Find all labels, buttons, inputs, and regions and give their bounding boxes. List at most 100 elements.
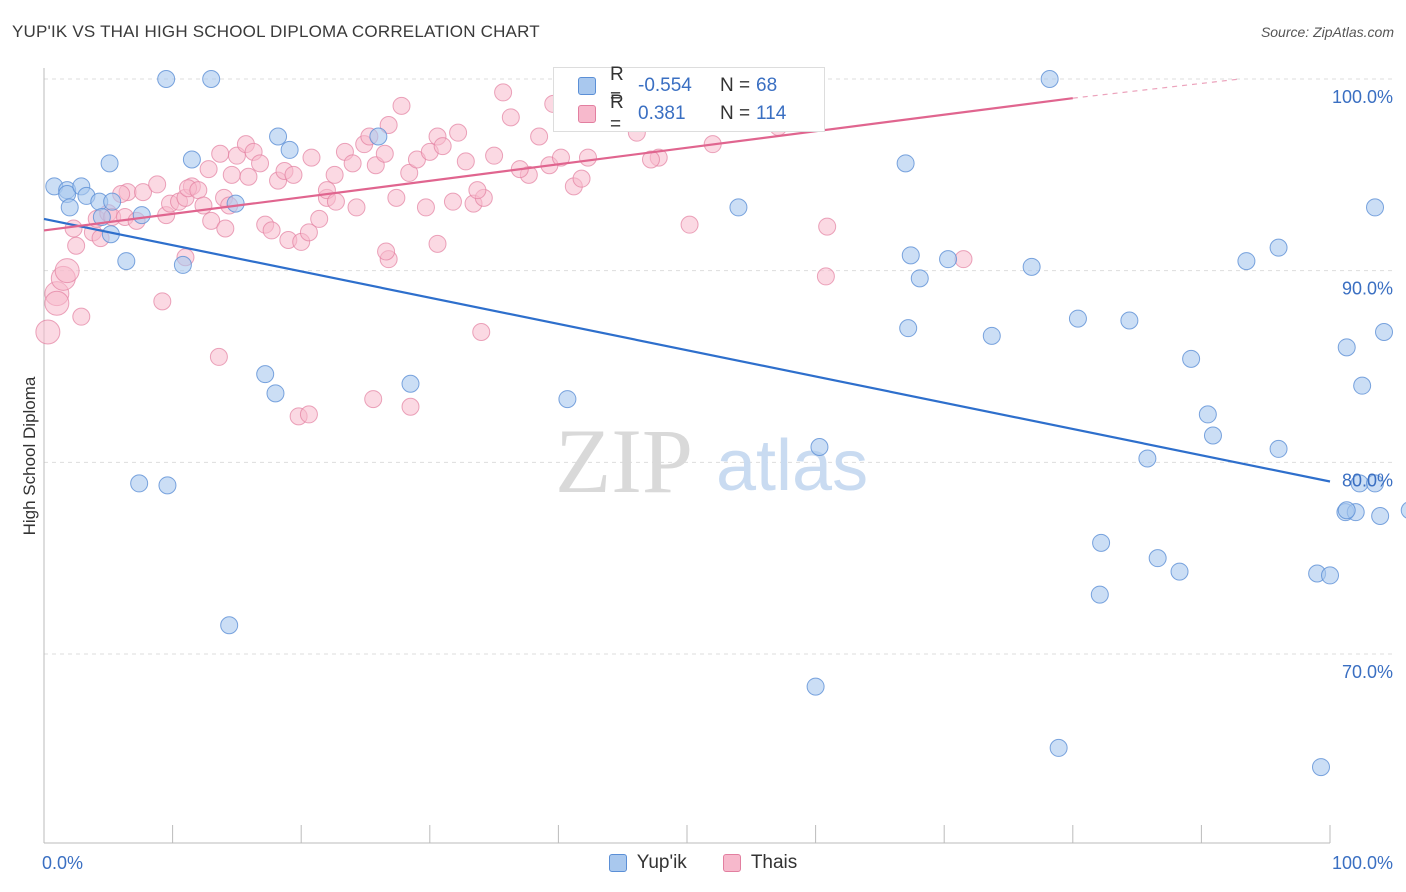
data-point-yupik (157, 70, 176, 88)
legend-item-yupik[interactable]: Yup'ik (608, 852, 687, 874)
legend-r-value: -0.554 (638, 75, 692, 96)
data-point-thais (44, 290, 70, 316)
data-point-yupik (1068, 309, 1087, 328)
data-point-thais (433, 137, 452, 156)
data-point-yupik (1182, 349, 1201, 368)
data-point-yupik (269, 127, 288, 146)
legend-swatch-thais (578, 105, 596, 123)
legend-row-yupik: R = -0.554 N = 68 (578, 64, 778, 107)
data-point-yupik (1120, 311, 1139, 330)
data-point-thais (134, 183, 153, 202)
data-point-yupik (939, 250, 958, 269)
data-point-yupik (182, 150, 201, 169)
data-point-yupik (1353, 376, 1372, 395)
y-tick-label: 80.0% (1342, 470, 1393, 490)
data-point-yupik (1040, 70, 1059, 88)
data-point-yupik (220, 616, 239, 635)
x-tick-label-min: 0.0% (42, 853, 83, 873)
data-point-thais (35, 319, 61, 345)
legend-r-value: 0.381 (638, 103, 686, 124)
data-point-thais (302, 148, 321, 167)
data-point-thais (416, 198, 435, 217)
data-point-thais (494, 83, 513, 102)
data-point-yupik (173, 255, 192, 274)
data-point-thais (572, 169, 591, 188)
data-point-thais (364, 390, 383, 409)
data-point-thais (67, 236, 86, 255)
data-point-thais (816, 267, 835, 286)
data-point-thais (64, 219, 83, 238)
data-point-yupik (901, 246, 920, 265)
legend-row-thais: R = 0.381 N = 114 (578, 92, 786, 135)
data-point-yupik (1269, 238, 1288, 257)
data-point-thais (343, 154, 362, 173)
data-point-thais (325, 165, 344, 184)
data-point-thais (347, 198, 366, 217)
data-point-yupik (899, 319, 918, 338)
data-point-thais (326, 192, 345, 211)
data-point-yupik (1237, 252, 1256, 271)
chart-title: YUP'IK VS THAI HIGH SCHOOL DIPLOMA CORRE… (12, 22, 540, 41)
data-point-thais (209, 347, 228, 366)
data-point-yupik (1203, 426, 1222, 445)
legend-n-value: 68 (756, 75, 778, 96)
data-point-thais (530, 127, 549, 146)
data-point-thais (472, 323, 491, 341)
data-point-thais (72, 307, 91, 326)
data-point-thais (468, 181, 487, 200)
data-point-thais (954, 250, 973, 269)
data-point-thais (222, 165, 241, 184)
data-point-yupik (1400, 502, 1406, 519)
data-point-thais (428, 234, 447, 253)
series-thais (35, 70, 973, 426)
data-point-thais (284, 165, 303, 184)
legend-label-thais: Thais (750, 852, 798, 873)
watermark-atlas: atlas (716, 426, 868, 506)
data-point-yupik (982, 326, 1001, 345)
grid-lines (44, 78, 1392, 655)
data-point-thais (818, 217, 837, 236)
data-point-yupik (806, 677, 825, 696)
data-point-yupik (226, 194, 245, 213)
data-point-thais (680, 215, 699, 234)
data-point-thais (485, 146, 504, 165)
y-tick-label: 90.0% (1342, 279, 1393, 299)
data-point-yupik (810, 438, 829, 456)
data-point-yupik (369, 127, 388, 146)
series-yupik (45, 70, 1406, 777)
data-point-yupik (1092, 533, 1111, 552)
data-point-thais (148, 175, 167, 194)
legend-swatch-thais (722, 854, 741, 872)
data-point-thais (456, 152, 475, 171)
legend-n-label: N = (720, 75, 751, 96)
data-point-yupik (1311, 758, 1330, 777)
data-point-thais (401, 397, 420, 416)
data-point-thais (202, 211, 221, 230)
regression-line-yupik (43, 217, 1331, 483)
data-point-thais (299, 405, 318, 424)
data-point-thais (262, 221, 281, 240)
x-tick-label-max: 100.0% (1332, 853, 1393, 873)
data-point-thais (578, 148, 597, 167)
data-point-thais (501, 108, 520, 127)
y-tick-label: 100.0% (1332, 87, 1393, 107)
regression-lines (43, 78, 1331, 483)
data-point-thais (392, 96, 411, 115)
y-axis-title: High School Diploma (20, 376, 39, 535)
data-point-yupik (1375, 323, 1394, 341)
data-point-yupik (1371, 507, 1390, 525)
legend-item-thais[interactable]: Thais (722, 852, 798, 874)
data-point-thais (449, 123, 468, 142)
legend-swatch-yupik (608, 854, 627, 872)
data-point-thais (387, 188, 406, 207)
regression-line-thais-extension (1072, 78, 1241, 99)
data-point-thais (199, 160, 218, 179)
series-legend: Yup'ik Thais (0, 852, 1406, 874)
data-point-yupik (1148, 549, 1167, 568)
axes (43, 68, 1331, 844)
data-point-yupik (103, 192, 122, 211)
data-point-yupik (158, 476, 177, 495)
data-point-thais (641, 150, 660, 169)
data-point-yupik (117, 252, 136, 271)
data-point-thais (211, 144, 230, 163)
